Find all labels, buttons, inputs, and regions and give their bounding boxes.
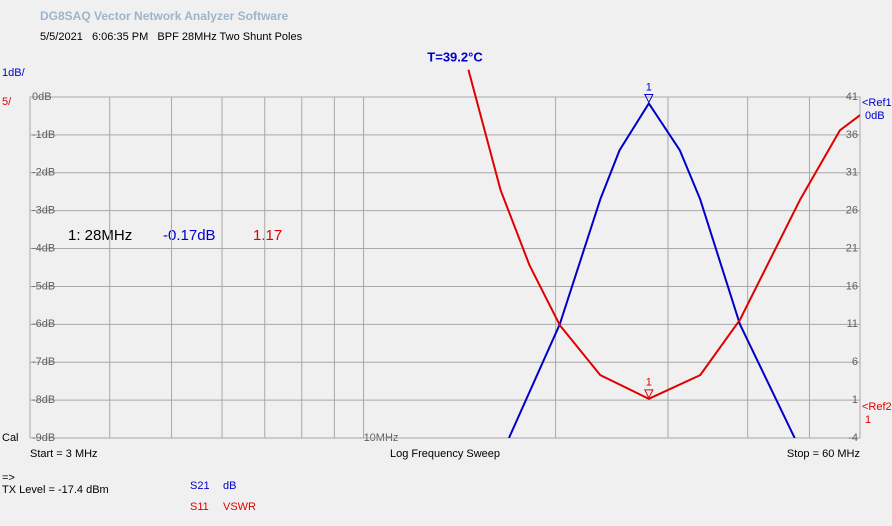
marker <box>644 93 654 104</box>
ref1-value: 0dB <box>865 110 885 122</box>
arrow: => <box>2 472 15 484</box>
y2-tick-label: 1 <box>852 394 858 406</box>
y-tick-label: -8dB <box>32 394 55 406</box>
y2-tick-label: 11 <box>847 318 858 330</box>
y2-tick-label: -4 <box>848 432 858 444</box>
y-tick-label: -3dB <box>32 205 55 217</box>
sweep: Log Frequency Sweep <box>390 448 500 460</box>
y2-scale: 5/ <box>2 96 12 108</box>
y2-tick-label: 36 <box>846 129 858 141</box>
y-tick-label: -9dB <box>32 432 55 444</box>
y-tick-label: -1dB <box>32 129 55 141</box>
y2-tick-label: 16 <box>846 280 858 292</box>
y-tick-label: -6dB <box>32 318 55 330</box>
y2-tick-label: 26 <box>846 205 858 217</box>
plot-border <box>29 96 861 439</box>
y2-tick-label: 21 <box>846 242 858 254</box>
stop: Stop = 60 MHz <box>787 448 860 460</box>
y-tick-label: 0dB <box>32 91 52 103</box>
marker-readout: 1: 28MHz <box>68 227 132 244</box>
start: Start = 3 MHz <box>30 448 98 460</box>
y-tick-label: -4dB <box>32 242 55 254</box>
y2-tick-label: 31 <box>846 167 858 179</box>
marker-label: 1 <box>646 81 652 93</box>
legend-unit: VSWR <box>223 501 256 513</box>
y-tick-label: -2dB <box>32 167 55 179</box>
tx-level: TX Level = -17.4 dBm <box>2 484 109 496</box>
legend-unit: dB <box>223 480 236 492</box>
subtitle: 5/5/2021 6:06:35 PM BPF 28MHz Two Shunt … <box>40 31 303 43</box>
marker <box>644 389 654 399</box>
y2-tick-label: 41 <box>846 91 858 103</box>
ref2: <Ref2 <box>862 401 892 413</box>
y2-tick-label: 6 <box>852 356 858 368</box>
y-tick-label: -7dB <box>32 356 55 368</box>
marker-s11: 1.17 <box>253 227 282 244</box>
marker-s21: -0.17dB <box>163 227 216 244</box>
app-title: DG8SAQ Vector Network Analyzer Software <box>40 9 289 23</box>
ref1: <Ref1 <box>862 97 892 109</box>
y-scale: 1dB/ <box>2 67 26 79</box>
temperature: T=39.2°C <box>427 49 483 64</box>
ref2-value: 1 <box>865 414 871 426</box>
cal: Cal <box>2 432 19 444</box>
y-tick-label: -5dB <box>32 280 55 292</box>
trace <box>467 69 860 400</box>
marker-label: 1 <box>646 377 652 389</box>
legend-name: S21 <box>190 480 210 492</box>
legend-name: S11 <box>190 501 209 513</box>
